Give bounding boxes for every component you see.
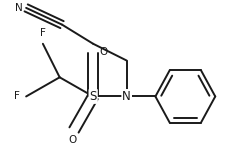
Text: F: F <box>40 28 46 38</box>
Text: O: O <box>69 135 77 145</box>
Text: N: N <box>15 3 22 13</box>
Text: O: O <box>100 47 108 57</box>
Text: N: N <box>122 90 131 103</box>
Text: F: F <box>14 92 20 101</box>
Text: S: S <box>89 90 97 103</box>
